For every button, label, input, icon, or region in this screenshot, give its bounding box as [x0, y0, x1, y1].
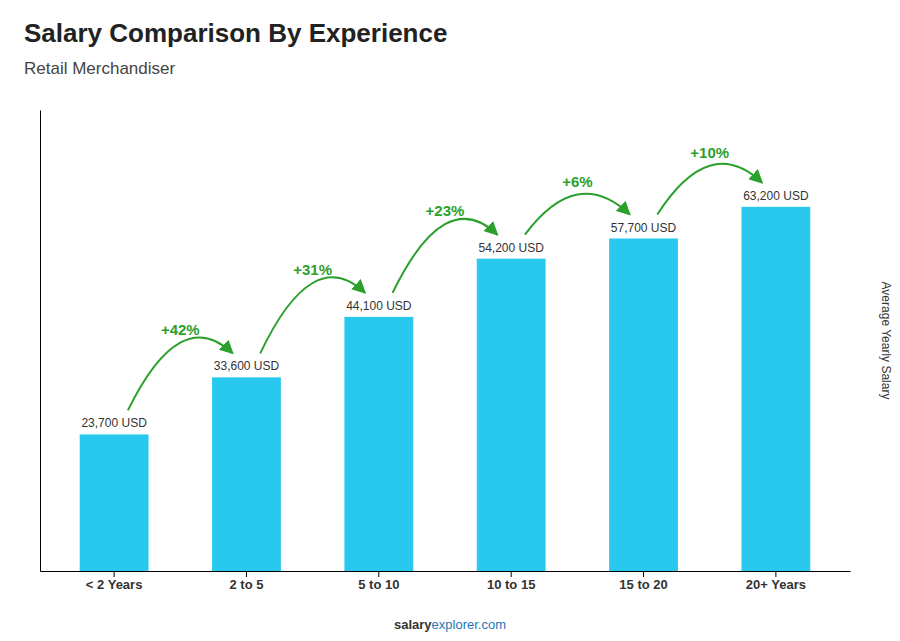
data-label: 54,200 USD — [478, 241, 544, 255]
x-tick-mark — [246, 571, 247, 577]
annotation-arrow — [525, 194, 630, 235]
annotation-arrow — [393, 219, 498, 293]
x-tick: 10 to 15 — [487, 571, 535, 592]
bar — [344, 317, 413, 571]
x-tick-mark — [378, 571, 379, 577]
x-tick-mark — [643, 571, 644, 577]
x-tick-label: 15 to 20 — [619, 577, 667, 592]
annotation-label: +10% — [690, 144, 729, 161]
x-tick-label: 10 to 15 — [487, 577, 535, 592]
data-label: 23,700 USD — [81, 416, 147, 430]
annotation-label: +6% — [562, 173, 592, 190]
annotations: +42% +31% +23% +6% +10% — [128, 144, 762, 411]
data-label: 44,100 USD — [346, 299, 412, 313]
annotation-arrow — [657, 164, 762, 215]
bar — [80, 434, 149, 571]
annotation-arrow — [260, 277, 365, 353]
data-label: 57,700 USD — [611, 221, 677, 235]
x-tick-mark — [775, 571, 776, 577]
x-tick-mark — [511, 571, 512, 577]
data-label: 63,200 USD — [743, 189, 809, 203]
bars — [80, 207, 811, 571]
annotation-label: +42% — [161, 321, 200, 338]
x-tick: 5 to 10 — [358, 571, 399, 592]
x-tick-label: < 2 Years — [86, 577, 143, 592]
chart: Salary Comparison By Experience Retail Me… — [0, 0, 900, 641]
x-tick: 15 to 20 — [619, 571, 667, 592]
source-part: explorer.com — [432, 617, 506, 632]
annotation-arrow — [128, 337, 233, 410]
x-axis: < 2 Years 2 to 5 5 to 10 10 to 15 15 to 20 20… — [41, 571, 851, 592]
subtitle: Retail Merchandiser — [24, 59, 176, 78]
x-tick-label: 20+ Years — [746, 577, 806, 592]
bar — [609, 239, 678, 571]
annotation-label: +23% — [426, 202, 465, 219]
y-axis — [40, 111, 41, 572]
source: salaryexplorer.com — [394, 617, 506, 632]
data-labels: 23,700 USD 33,600 USD 44,100 USD 54,200 USD… — [81, 189, 808, 431]
x-tick-mark — [114, 571, 115, 577]
y-axis-line — [40, 111, 41, 572]
source-part: salary — [394, 617, 432, 632]
x-tick: 20+ Years — [746, 571, 806, 592]
data-label: 33,600 USD — [214, 359, 280, 373]
y-axis-title: Average Yearly Salary — [879, 282, 893, 400]
title: Salary Comparison By Experience — [24, 18, 447, 48]
x-tick-label: 2 to 5 — [229, 577, 263, 592]
x-tick: 2 to 5 — [229, 571, 263, 592]
x-tick: < 2 Years — [86, 571, 143, 592]
plot: < 2 Years 2 to 5 5 to 10 10 to 15 15 to 20 20… — [41, 111, 851, 593]
x-axis-line — [41, 571, 851, 572]
bar — [741, 207, 810, 571]
bar — [477, 259, 546, 571]
bar — [212, 377, 281, 571]
x-tick-label: 5 to 10 — [358, 577, 399, 592]
annotation-label: +31% — [293, 261, 332, 278]
